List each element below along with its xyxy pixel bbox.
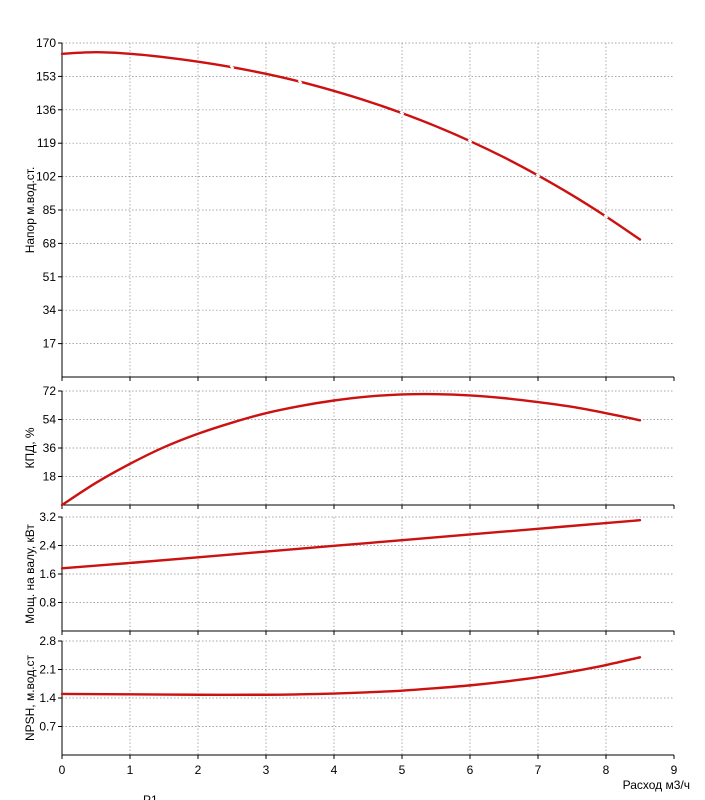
npsh-xtick-label: 3: [263, 763, 270, 777]
power-y-axis-title: Мощ. на валу, кВт: [23, 524, 37, 624]
efficiency-ytick-label: 72: [43, 384, 57, 398]
head-curve-marker: [399, 110, 405, 116]
head-series-line: [60, 51, 642, 241]
efficiency-ytick-label: 54: [43, 413, 57, 427]
power-ytick-label: 0.8: [39, 596, 56, 610]
power-series-line: [60, 519, 642, 570]
power-ytick-label: 2.4: [39, 539, 56, 553]
npsh-xtick-label: 2: [195, 763, 202, 777]
npsh-xtick-label: 7: [535, 763, 542, 777]
head-y-axis-title: Напор м.вод.ст.: [23, 167, 37, 254]
npsh-xtick-label: 4: [331, 763, 338, 777]
head-ytick-label: 51: [43, 270, 57, 284]
power-ytick-label: 3.2: [39, 510, 56, 524]
efficiency-ytick-label: 36: [43, 441, 57, 455]
npsh-xtick-label: 8: [603, 763, 610, 777]
efficiency-ytick-label: 18: [43, 470, 57, 484]
npsh-series-line: [60, 656, 642, 696]
head-curve-marker: [535, 173, 541, 178]
npsh-panel: 0.7 1.4 2.1 2.8 0 1 2 3 4 5 6 7 8 9 NPSH, м.вод.ст Расх…: [23, 634, 690, 792]
npsh-xtick-label: 1: [127, 763, 134, 777]
head-ytick-label: 102: [36, 170, 56, 184]
npsh-ytick-label: 1.4: [39, 691, 56, 705]
head-ytick-label: 153: [36, 69, 56, 83]
head-ytick-label: 119: [37, 136, 56, 150]
head-ytick-label: 170: [36, 36, 56, 50]
efficiency-y-axis-title: КПД, %: [23, 427, 37, 468]
head-ytick-label: 34: [43, 303, 57, 317]
footer-label: P1: [143, 793, 158, 800]
head-curve-marker: [229, 64, 235, 70]
npsh-ytick-label: 2.1: [39, 663, 56, 677]
head-ytick-label: 68: [43, 236, 57, 250]
npsh-ytick-label: 2.8: [39, 634, 56, 648]
x-axis-title: Расход м3/ч: [623, 778, 690, 792]
npsh-xtick-label: 9: [671, 763, 678, 777]
efficiency-panel: 18 36 54 72 КПД, %: [23, 384, 675, 509]
power-ytick-label: 1.6: [39, 567, 56, 581]
npsh-xtick-label: 5: [399, 763, 406, 777]
npsh-xtick-label: 0: [59, 763, 66, 777]
npsh-xtick-label: 6: [467, 763, 474, 777]
head-ytick-label: 136: [36, 103, 56, 117]
head-panel: 17 34 51 68 85 102 119 136 153 170 Напор м.вод.ст.: [23, 36, 675, 381]
efficiency-series-line: [60, 392, 642, 507]
npsh-y-axis-title: NPSH, м.вод.ст: [23, 654, 37, 741]
head-curve-marker: [603, 214, 609, 219]
head-ytick-label: 85: [43, 203, 57, 217]
head-curve-marker: [467, 138, 473, 144]
npsh-ytick-label: 0.7: [39, 720, 56, 734]
head-curve-marker: [297, 79, 303, 85]
head-ytick-label: 17: [43, 337, 57, 351]
